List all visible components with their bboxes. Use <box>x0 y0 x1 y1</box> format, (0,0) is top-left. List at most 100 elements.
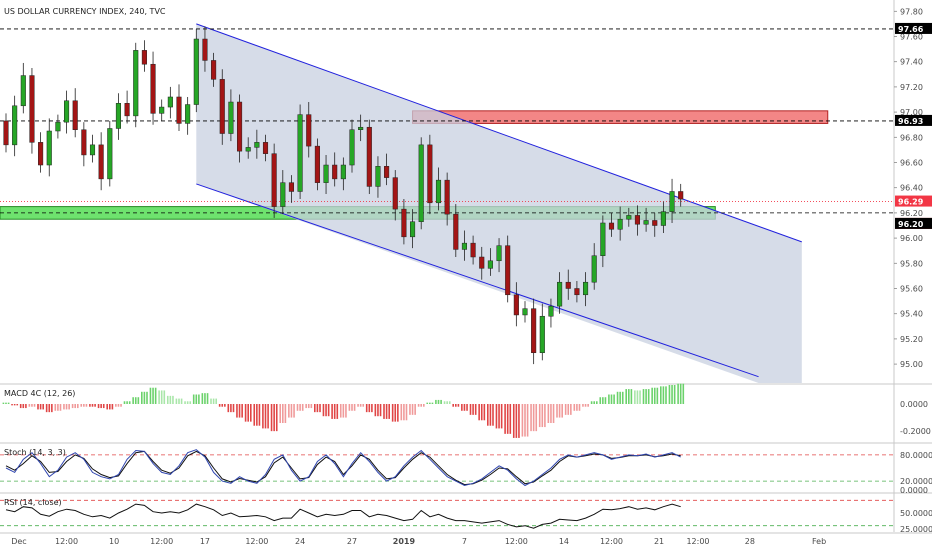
time-tick-label: 28 <box>745 537 755 546</box>
time-tick-label: Dec <box>11 537 26 546</box>
rsi-line <box>5 503 681 529</box>
candle-body <box>237 101 243 152</box>
candle-body <box>583 281 589 296</box>
candle-body <box>55 121 61 132</box>
stoch-tick-label: 20.0000 <box>900 477 932 486</box>
price-tick-label: 95.40 <box>900 310 923 319</box>
time-tick-label: 14 <box>559 537 569 546</box>
channel-fill <box>196 23 802 384</box>
candle-body <box>513 294 519 316</box>
price-tick-label: 96.00 <box>900 234 923 243</box>
price-tag-bg <box>895 22 932 34</box>
candle-body <box>3 120 9 146</box>
candle-body <box>297 114 303 192</box>
macd-label: MACD 4C (12, 26) <box>4 389 75 398</box>
time-tick-label: 12:00 <box>55 537 78 546</box>
candle-body <box>574 288 580 296</box>
candle-body <box>150 63 156 114</box>
candle-body <box>228 101 234 134</box>
time-tick-label: 10 <box>109 537 119 546</box>
time-tick-label: 12:00 <box>505 537 528 546</box>
price-tick-label: 97.80 <box>900 7 923 16</box>
stoch-k-line <box>5 449 681 487</box>
chart-title: US DOLLAR CURRENCY INDEX, 240, TVC <box>4 7 166 16</box>
candle-body <box>141 50 147 65</box>
candle-body <box>115 103 122 129</box>
candle-body <box>349 129 355 166</box>
rsi-tick-label: 50.0000 <box>900 509 932 518</box>
candle-body <box>358 126 364 130</box>
macd-tick-label: 0.0000 <box>900 400 928 409</box>
price-tag-label: 97.66 <box>898 25 924 34</box>
candle-body <box>124 103 130 117</box>
candle-body <box>505 245 511 296</box>
candle-body <box>479 256 485 269</box>
candle-body <box>167 96 173 108</box>
channel-lower-line <box>196 183 759 378</box>
candle-body <box>444 179 450 215</box>
candle-body <box>384 166 390 178</box>
price-tick-label: 96.40 <box>900 184 923 193</box>
candle-body <box>669 191 675 212</box>
price-tick-label: 96.80 <box>900 133 923 142</box>
rsi-layer <box>0 499 894 529</box>
candle-body <box>38 142 44 166</box>
price-tag-bg <box>895 195 932 207</box>
price-tick-label: 96.20 <box>900 209 923 218</box>
candle-body <box>89 144 96 156</box>
rsi-tick-label: 25.0000 <box>900 525 932 534</box>
candle-body <box>678 191 684 200</box>
candle-body <box>193 38 199 105</box>
candle-body <box>81 129 87 156</box>
price-tick-label: 97.40 <box>900 58 923 67</box>
candle-body <box>660 211 666 226</box>
candle-body <box>366 126 372 187</box>
candles-layer <box>3 26 684 365</box>
candle-body <box>20 75 26 107</box>
candle-body <box>617 218 623 230</box>
price-tick-label: 97.00 <box>900 108 923 117</box>
candle-body <box>435 179 442 204</box>
rsi-label: RSI (14, close) <box>4 498 62 507</box>
candle-body <box>470 242 476 258</box>
candle-body <box>185 104 191 124</box>
price-tag-bg <box>895 217 932 229</box>
candle-body <box>271 153 277 207</box>
candle-body <box>427 144 433 204</box>
candle-body <box>410 221 416 238</box>
candle-body <box>548 305 554 317</box>
candle-body <box>340 164 346 180</box>
candle-body <box>323 164 329 183</box>
candle-body <box>314 145 320 183</box>
time-tick-label: 2019 <box>393 537 416 546</box>
price-tag-bg <box>895 114 932 126</box>
candle-body <box>643 220 649 225</box>
candle-body <box>557 281 563 307</box>
candle-body <box>522 308 528 316</box>
macd-tick-label: -0.2000 <box>900 427 931 436</box>
candle-body <box>461 242 467 250</box>
time-tick-label: 12:00 <box>245 537 268 546</box>
price-tick-label: 95.80 <box>900 259 923 268</box>
candle-body <box>107 128 113 180</box>
time-tick-label: 21 <box>654 537 664 546</box>
candle-body <box>332 164 338 180</box>
candle-body <box>98 144 104 180</box>
candle-body <box>176 96 182 124</box>
candle-body <box>306 114 312 147</box>
zone-resistance <box>412 110 829 124</box>
time-tick-label: Feb <box>812 537 826 546</box>
price-tick-label: 95.20 <box>900 335 923 344</box>
candle-body <box>64 100 70 123</box>
candle-body <box>608 222 615 230</box>
candle-body <box>262 142 269 154</box>
candle-body <box>626 215 632 220</box>
price-tick-label: 95.00 <box>900 360 923 369</box>
candle-body <box>211 60 217 80</box>
axes-layer: 97.80 97.60 97.40 97.20 97.00 96.80 96.60 96.40… <box>11 7 932 546</box>
candle-body <box>487 260 493 269</box>
price-tag-label: 96.20 <box>898 220 924 229</box>
candle-body <box>591 255 597 283</box>
time-tick-label: 12:00 <box>600 537 623 546</box>
